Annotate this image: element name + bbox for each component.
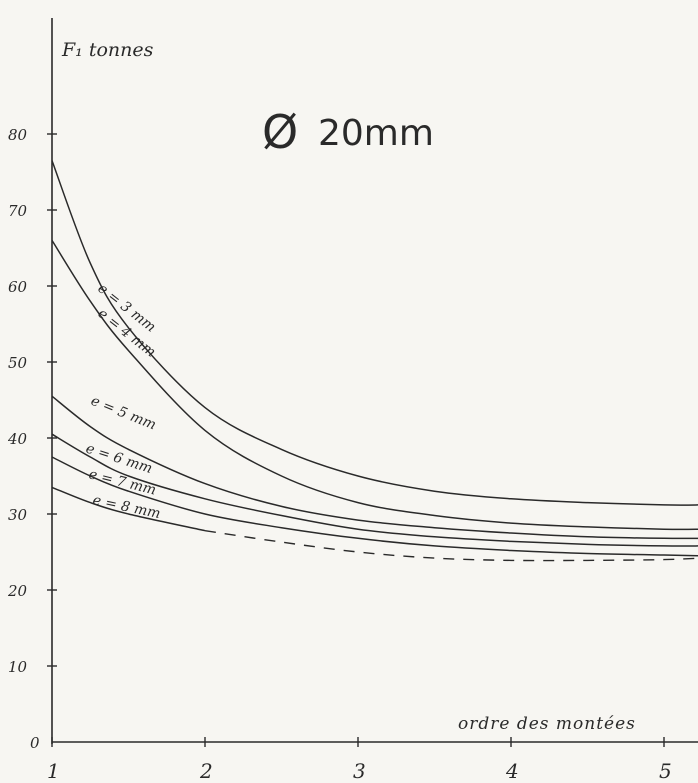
y-tick-label: 20 [7,582,28,600]
series-3mm-line [51,160,698,506]
y-tick-label: 30 [8,506,28,524]
y-tick-label: 60 [8,278,28,296]
y-tick-label: 40 [7,430,28,448]
curves [51,160,698,562]
x-tick-label: 3 [353,759,366,783]
y-tick-label: 70 [8,202,28,220]
x-axis-label: ordre des montées [458,714,636,734]
diameter-symbol: Ø [262,105,298,159]
x-tick-label: 4 [505,759,519,783]
y-tick-label: 10 [8,658,28,676]
y-tick-label: 0 [30,734,40,752]
series-6mm-line [51,433,698,547]
series-7mm-line [51,456,698,557]
x-tick-label: 2 [199,759,213,783]
series-8mm-line [51,486,206,532]
x-tick-label: 5 [659,759,672,783]
y-tick-label: 50 [8,354,28,372]
title-text: 20mm [318,113,434,154]
axes [47,18,698,747]
series-5mm-line [51,395,698,540]
series-8mm-dashed-line [204,530,698,562]
y-tick-label: 80 [8,126,28,144]
chart-title: Ø 20mm [262,105,434,159]
series-4mm-line [51,239,698,531]
x-tick-label: 1 [47,759,60,783]
series-labels: e = 3 mme = 4 mme = 5 mme = 6 mme = 7 mm… [84,281,162,523]
y-axis-label: F₁ tonnes [61,39,154,61]
series-5mm-label: e = 5 mm [89,393,159,434]
